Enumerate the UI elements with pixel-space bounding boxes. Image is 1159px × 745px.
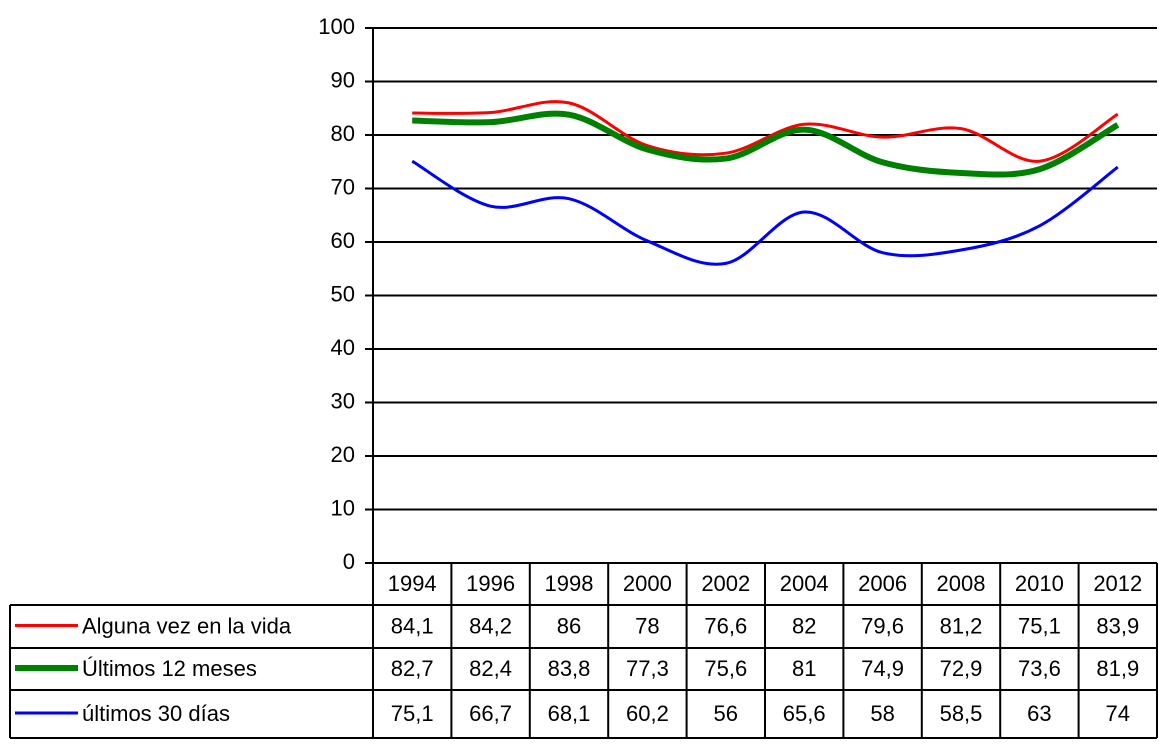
legend-label: Alguna vez en la vida — [82, 613, 292, 638]
y-tick-label: 30 — [331, 388, 355, 413]
table-value: 66,7 — [469, 701, 512, 726]
x-tick-label: 2010 — [1015, 571, 1064, 596]
x-tick-label: 2002 — [701, 571, 750, 596]
table-value: 58,5 — [940, 701, 983, 726]
legend-label: últimos 30 días — [82, 701, 230, 726]
series-line — [411, 159, 1119, 266]
series-line — [412, 110, 1120, 178]
table-value: 81 — [792, 656, 816, 681]
table-value: 60,2 — [626, 701, 669, 726]
x-tick-label: 2006 — [858, 571, 907, 596]
table-value: 82 — [792, 613, 816, 638]
y-tick-label: 40 — [331, 335, 355, 360]
y-tick-label: 0 — [343, 549, 355, 574]
table-value: 78 — [635, 613, 659, 638]
table-value: 76,6 — [704, 613, 747, 638]
y-tick-label: 100 — [318, 14, 355, 39]
table-value: 56 — [714, 701, 738, 726]
y-tick-label: 60 — [331, 228, 355, 253]
table-value: 75,6 — [704, 656, 747, 681]
table-value: 83,9 — [1096, 613, 1139, 638]
table-value: 58 — [870, 701, 894, 726]
table-value: 74,9 — [861, 656, 904, 681]
table-value: 81,9 — [1096, 656, 1139, 681]
table-value: 65,6 — [783, 701, 826, 726]
table-value: 77,3 — [626, 656, 669, 681]
table-value: 68,1 — [548, 701, 591, 726]
y-tick-label: 70 — [331, 174, 355, 199]
x-tick-label: 1998 — [545, 571, 594, 596]
table-value: 74 — [1106, 701, 1130, 726]
x-tick-label: 1996 — [466, 571, 515, 596]
table-value: 75,1 — [1018, 613, 1061, 638]
x-tick-label: 2008 — [937, 571, 986, 596]
y-tick-label: 80 — [331, 121, 355, 146]
table-value: 86 — [557, 613, 581, 638]
table-value: 63 — [1027, 701, 1051, 726]
x-tick-label: 2004 — [780, 571, 829, 596]
x-tick-label: 2012 — [1093, 571, 1142, 596]
y-tick-label: 10 — [331, 495, 355, 520]
y-tick-label: 20 — [331, 442, 355, 467]
table-value: 82,7 — [391, 656, 434, 681]
table-value: 84,1 — [391, 613, 434, 638]
table-value: 75,1 — [391, 701, 434, 726]
x-tick-label: 2000 — [623, 571, 672, 596]
table-value: 73,6 — [1018, 656, 1061, 681]
table-value: 81,2 — [940, 613, 983, 638]
table-value: 84,2 — [469, 613, 512, 638]
y-tick-label: 90 — [331, 67, 355, 92]
y-tick-label: 50 — [331, 281, 355, 306]
series-line — [412, 100, 1119, 163]
x-tick-label: 1994 — [388, 571, 437, 596]
table-value: 79,6 — [861, 613, 904, 638]
table-value: 83,8 — [548, 656, 591, 681]
table-value: 72,9 — [940, 656, 983, 681]
table-value: 82,4 — [469, 656, 512, 681]
legend-label: Últimos 12 meses — [82, 656, 257, 681]
